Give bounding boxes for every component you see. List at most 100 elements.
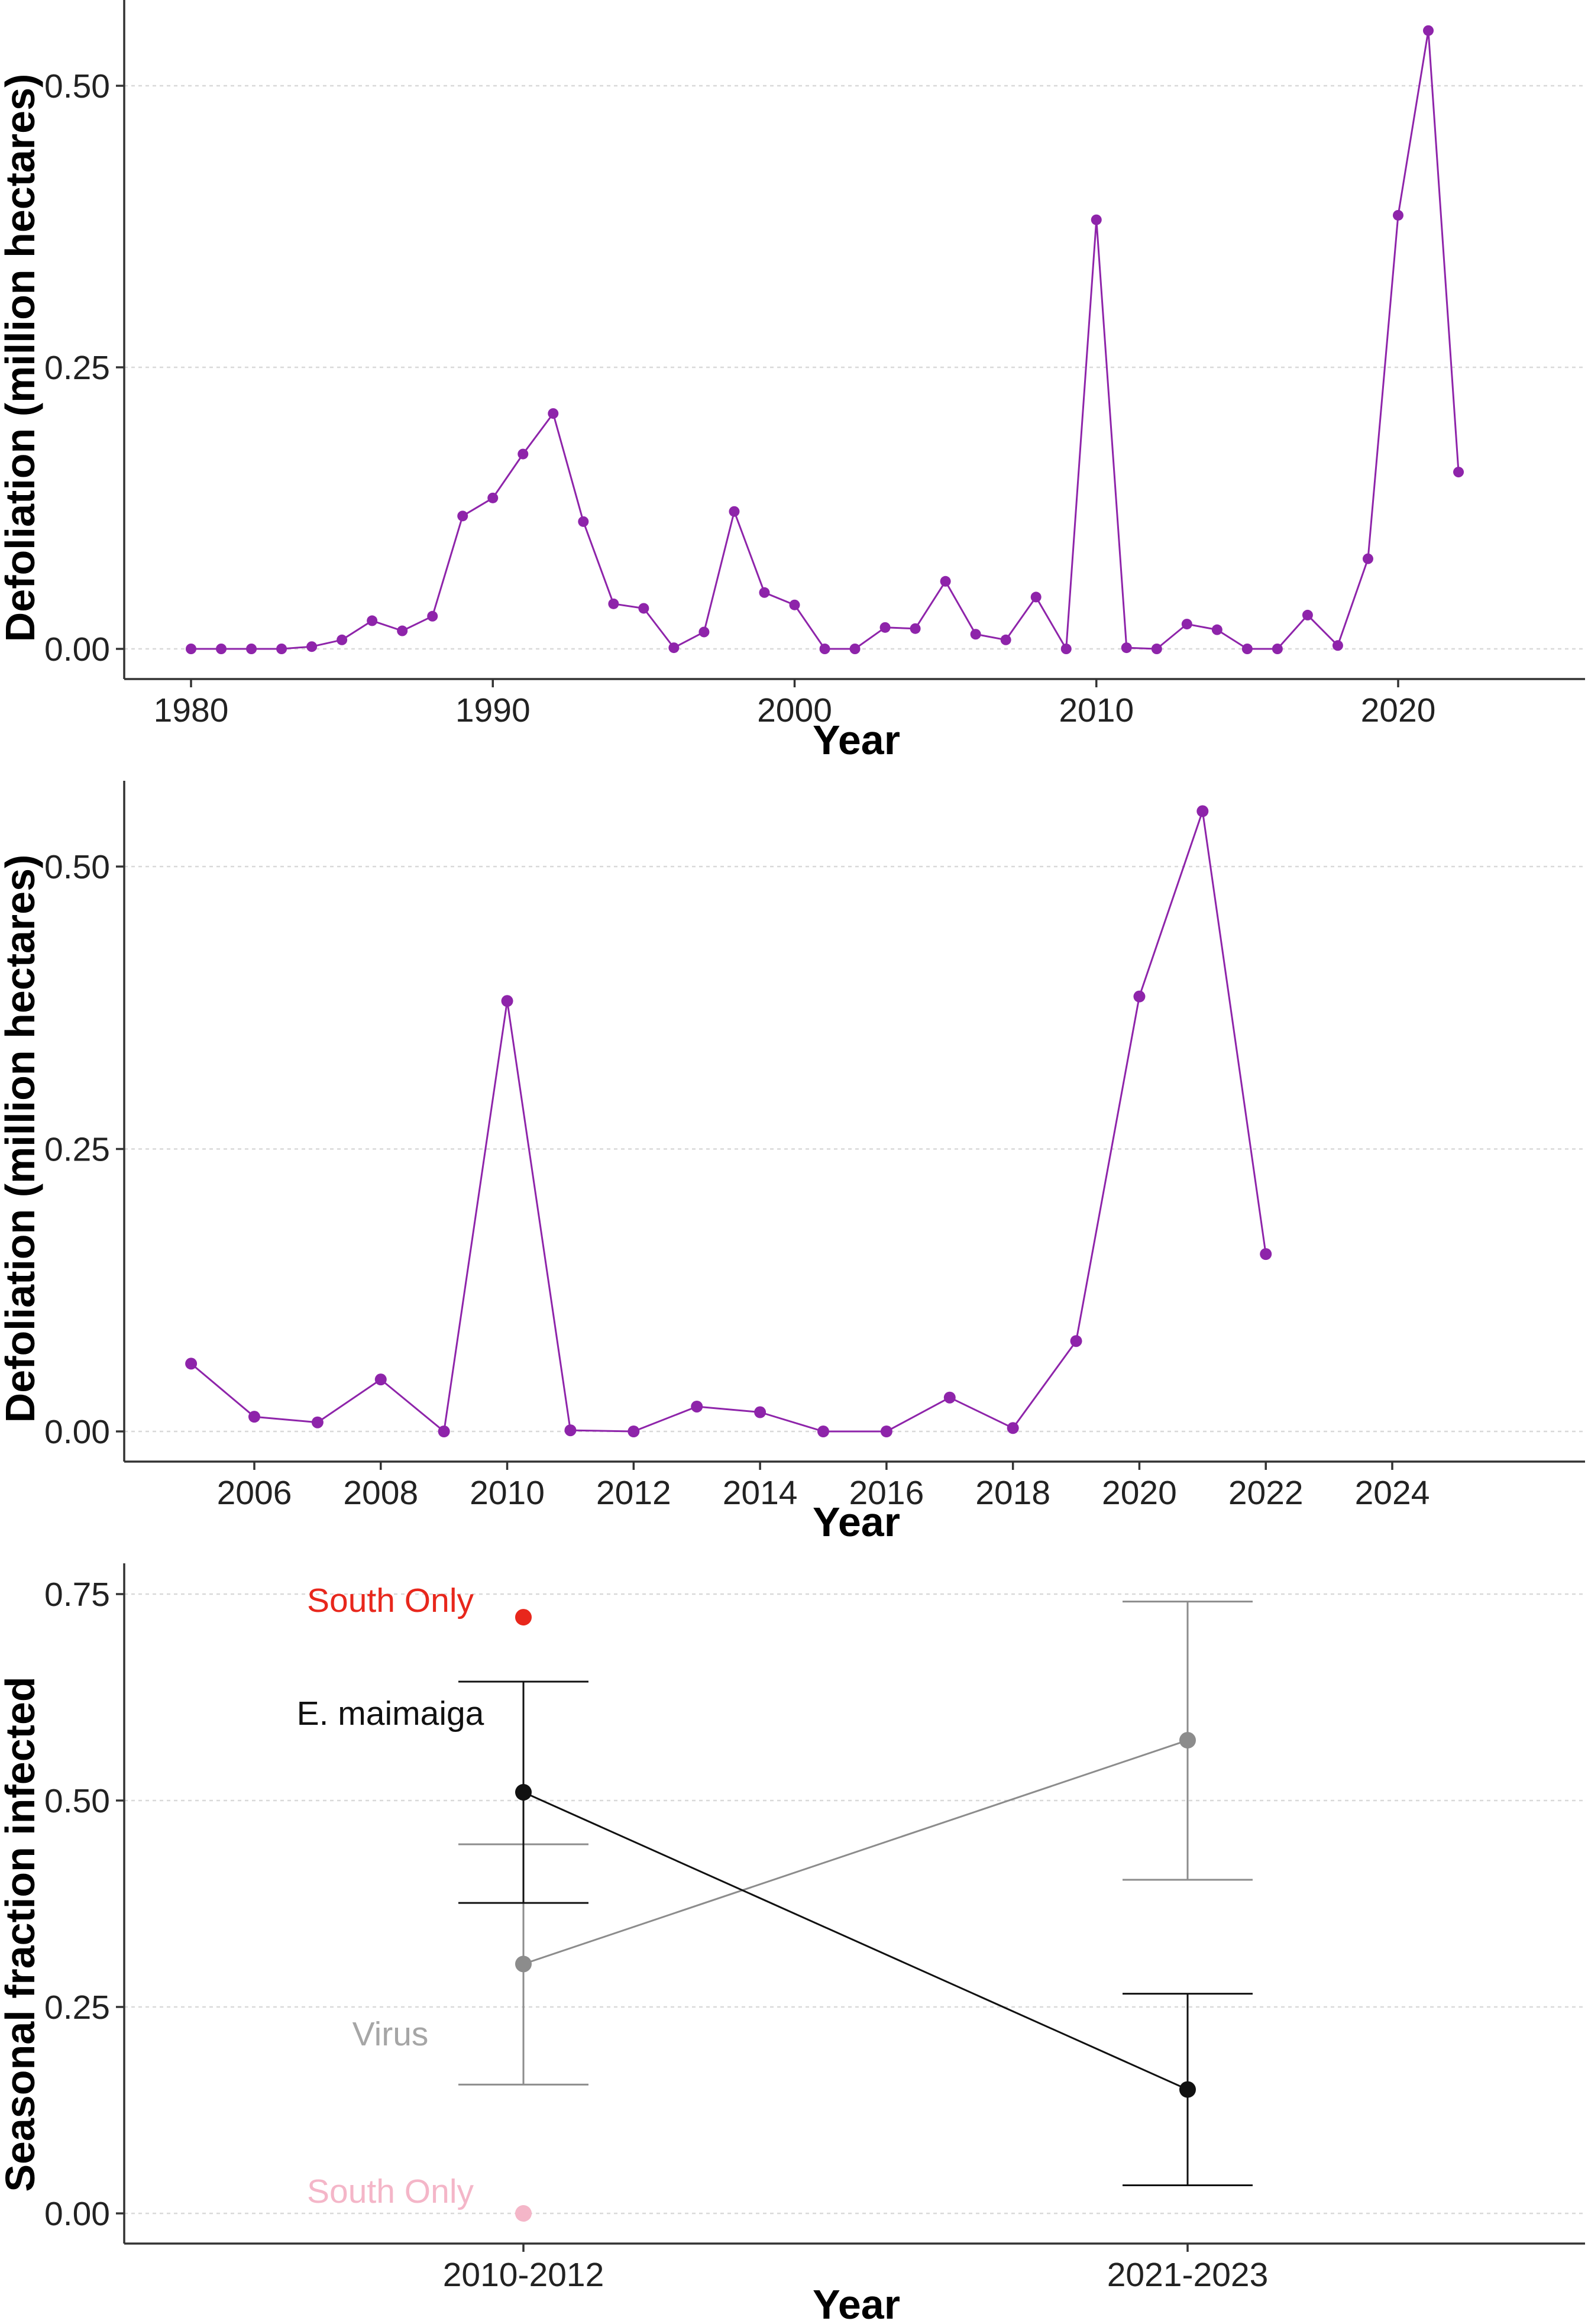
panel1-series (186, 25, 1464, 654)
panel1-ticks: 0.00 0.25 0.50 1980 1990 2000 2010 2020 (44, 67, 1435, 729)
seasonal-infection-panel: 0.00 0.25 0.50 0.75 2010-2012 2021-2023 South… (0, 1563, 1585, 2324)
panel1-data-point (1393, 209, 1403, 221)
panel3-series (458, 1601, 1253, 2222)
panel2-data-point (1133, 990, 1146, 1003)
panel2-y-tick-label: 0.50 (44, 848, 110, 886)
panel1-data-point (1121, 642, 1132, 654)
panel2-x-tick-label: 2006 (217, 1474, 292, 1512)
panel1-data-point (1302, 609, 1313, 620)
panel1-data-point (578, 516, 589, 527)
panel2-data-point (754, 1406, 766, 1418)
defoliation-1980-2022-panel: 0.00 0.25 0.50 1980 1990 2000 2010 2020 Year De… (0, 0, 1585, 763)
virus-point (1179, 1732, 1196, 1749)
panel1-data-point (1060, 644, 1072, 654)
panel2-x-tick-label: 2010 (470, 1474, 545, 1512)
panel1-data-point (337, 634, 348, 645)
panel2-x-tick-label: 2018 (975, 1474, 1050, 1512)
panel1-x-tick-label: 1990 (455, 691, 531, 729)
panel1-data-point (970, 629, 981, 640)
panel3-y-tick-label: 0.50 (44, 1782, 110, 1820)
panel1-y-tick-label: 0.25 (44, 349, 110, 387)
panel1-data-point (1332, 640, 1343, 651)
panel2-gridlines (124, 865, 1585, 1433)
panel1-data-point (789, 599, 800, 610)
panel1-data-point (1000, 634, 1011, 645)
panel1-data-point (427, 610, 438, 622)
south-only-pink-label: South Only (307, 2173, 474, 2210)
panel2-data-point (1196, 805, 1209, 817)
panel1-gridlines (124, 85, 1585, 650)
south-only-red-point (515, 1609, 532, 1626)
panel1-data-point (367, 615, 378, 626)
panel2-ticks: 0.00 0.25 0.50 2006 2008 2010 2012 2014 2016 2018… (44, 848, 1429, 1512)
panel2-data-point (691, 1400, 703, 1412)
virus-point (515, 1955, 532, 1973)
panel1-data-point (879, 622, 891, 633)
panel1-data-point (1181, 619, 1192, 630)
panel2-y-tick-label: 0.25 (44, 1131, 110, 1169)
panel2-data-point (628, 1426, 640, 1437)
panel1-data-point (819, 644, 830, 654)
panel2-series (185, 805, 1272, 1437)
panel1-data-point (1362, 553, 1373, 564)
panel3-x-tick-label: 2010-2012 (443, 2256, 604, 2294)
panel2-x-tick-label: 2024 (1355, 1474, 1430, 1512)
panel2-x-axis-title: Year (813, 1499, 900, 1545)
panel1-data-point (849, 644, 861, 654)
panel3-gridlines (124, 1593, 1585, 2215)
panel2-data-point (248, 1411, 260, 1423)
e-maimaiga-connector-line (523, 1791, 1188, 2090)
panel2-y-tick-label: 0.00 (44, 1413, 110, 1451)
panel1-data-point (608, 598, 619, 609)
panel2-x-tick-label: 2016 (849, 1474, 924, 1512)
panel2-data-point (943, 1391, 956, 1404)
panel2-data-point (1070, 1335, 1082, 1347)
panel1-x-tick-label: 2020 (1361, 691, 1436, 729)
south-only-red-label: South Only (307, 1582, 474, 1620)
panel1-data-point (397, 625, 408, 636)
panel1-data-point (668, 642, 680, 654)
panel2-data-point (185, 1357, 198, 1370)
panel1-x-tick-label: 1980 (154, 691, 229, 729)
panel1-x-axis-title: Year (813, 717, 900, 763)
panel2-data-point (1260, 1248, 1272, 1260)
panel2-data-point (311, 1416, 324, 1428)
panel3-annotations: South Only E. maimaiga Virus South Only (297, 1582, 484, 2210)
panel1-x-tick-label: 2000 (757, 691, 832, 729)
panel3-ticks: 0.00 0.25 0.50 0.75 2010-2012 2021-2023 (44, 1576, 1268, 2294)
panel1-data-point (487, 492, 499, 503)
panel1-data-point (638, 603, 649, 614)
panel2-data-point (1007, 1422, 1019, 1434)
panel2-data-point (564, 1424, 577, 1437)
panel2-y-axis-title: Defoliation (million hectares) (0, 855, 43, 1423)
panel2-data-point (880, 1426, 892, 1437)
panel2-data-point (817, 1426, 829, 1437)
panel2-x-tick-label: 2012 (596, 1474, 671, 1512)
panel1-defoliation-line (191, 30, 1460, 650)
panel2-x-tick-label: 2022 (1228, 1474, 1304, 1512)
panel1-data-point (759, 587, 770, 598)
panel1-data-point (940, 576, 951, 587)
panel2-x-tick-label: 2014 (723, 1474, 798, 1512)
panel2-data-point (374, 1373, 387, 1386)
e-maimaiga-label: E. maimaiga (297, 1695, 484, 1733)
e-maimaiga-point (515, 1784, 532, 1801)
panel2-data-point (438, 1426, 450, 1437)
panel1-data-point (1241, 644, 1253, 654)
panel2-x-tick-label: 2008 (343, 1474, 418, 1512)
e-maimaiga-point (1179, 2081, 1196, 2098)
virus-label: Virus (352, 2015, 429, 2053)
panel1-data-point (216, 644, 227, 654)
panel1-data-point (1453, 467, 1464, 478)
panel1-data-point (186, 644, 196, 654)
panel3-y-tick-label: 0.75 (44, 1576, 110, 1614)
panel1-data-point (306, 641, 318, 652)
south-only-pink-point (515, 2205, 532, 2222)
panel1-data-point (518, 448, 529, 460)
panel1-y-axis-title: Defoliation (million hectares) (0, 74, 43, 642)
panel1-data-point (1211, 624, 1222, 635)
panel1-x-tick-label: 2010 (1059, 691, 1134, 729)
panel1-data-point (1091, 214, 1102, 225)
panel1-data-point (1151, 644, 1162, 654)
